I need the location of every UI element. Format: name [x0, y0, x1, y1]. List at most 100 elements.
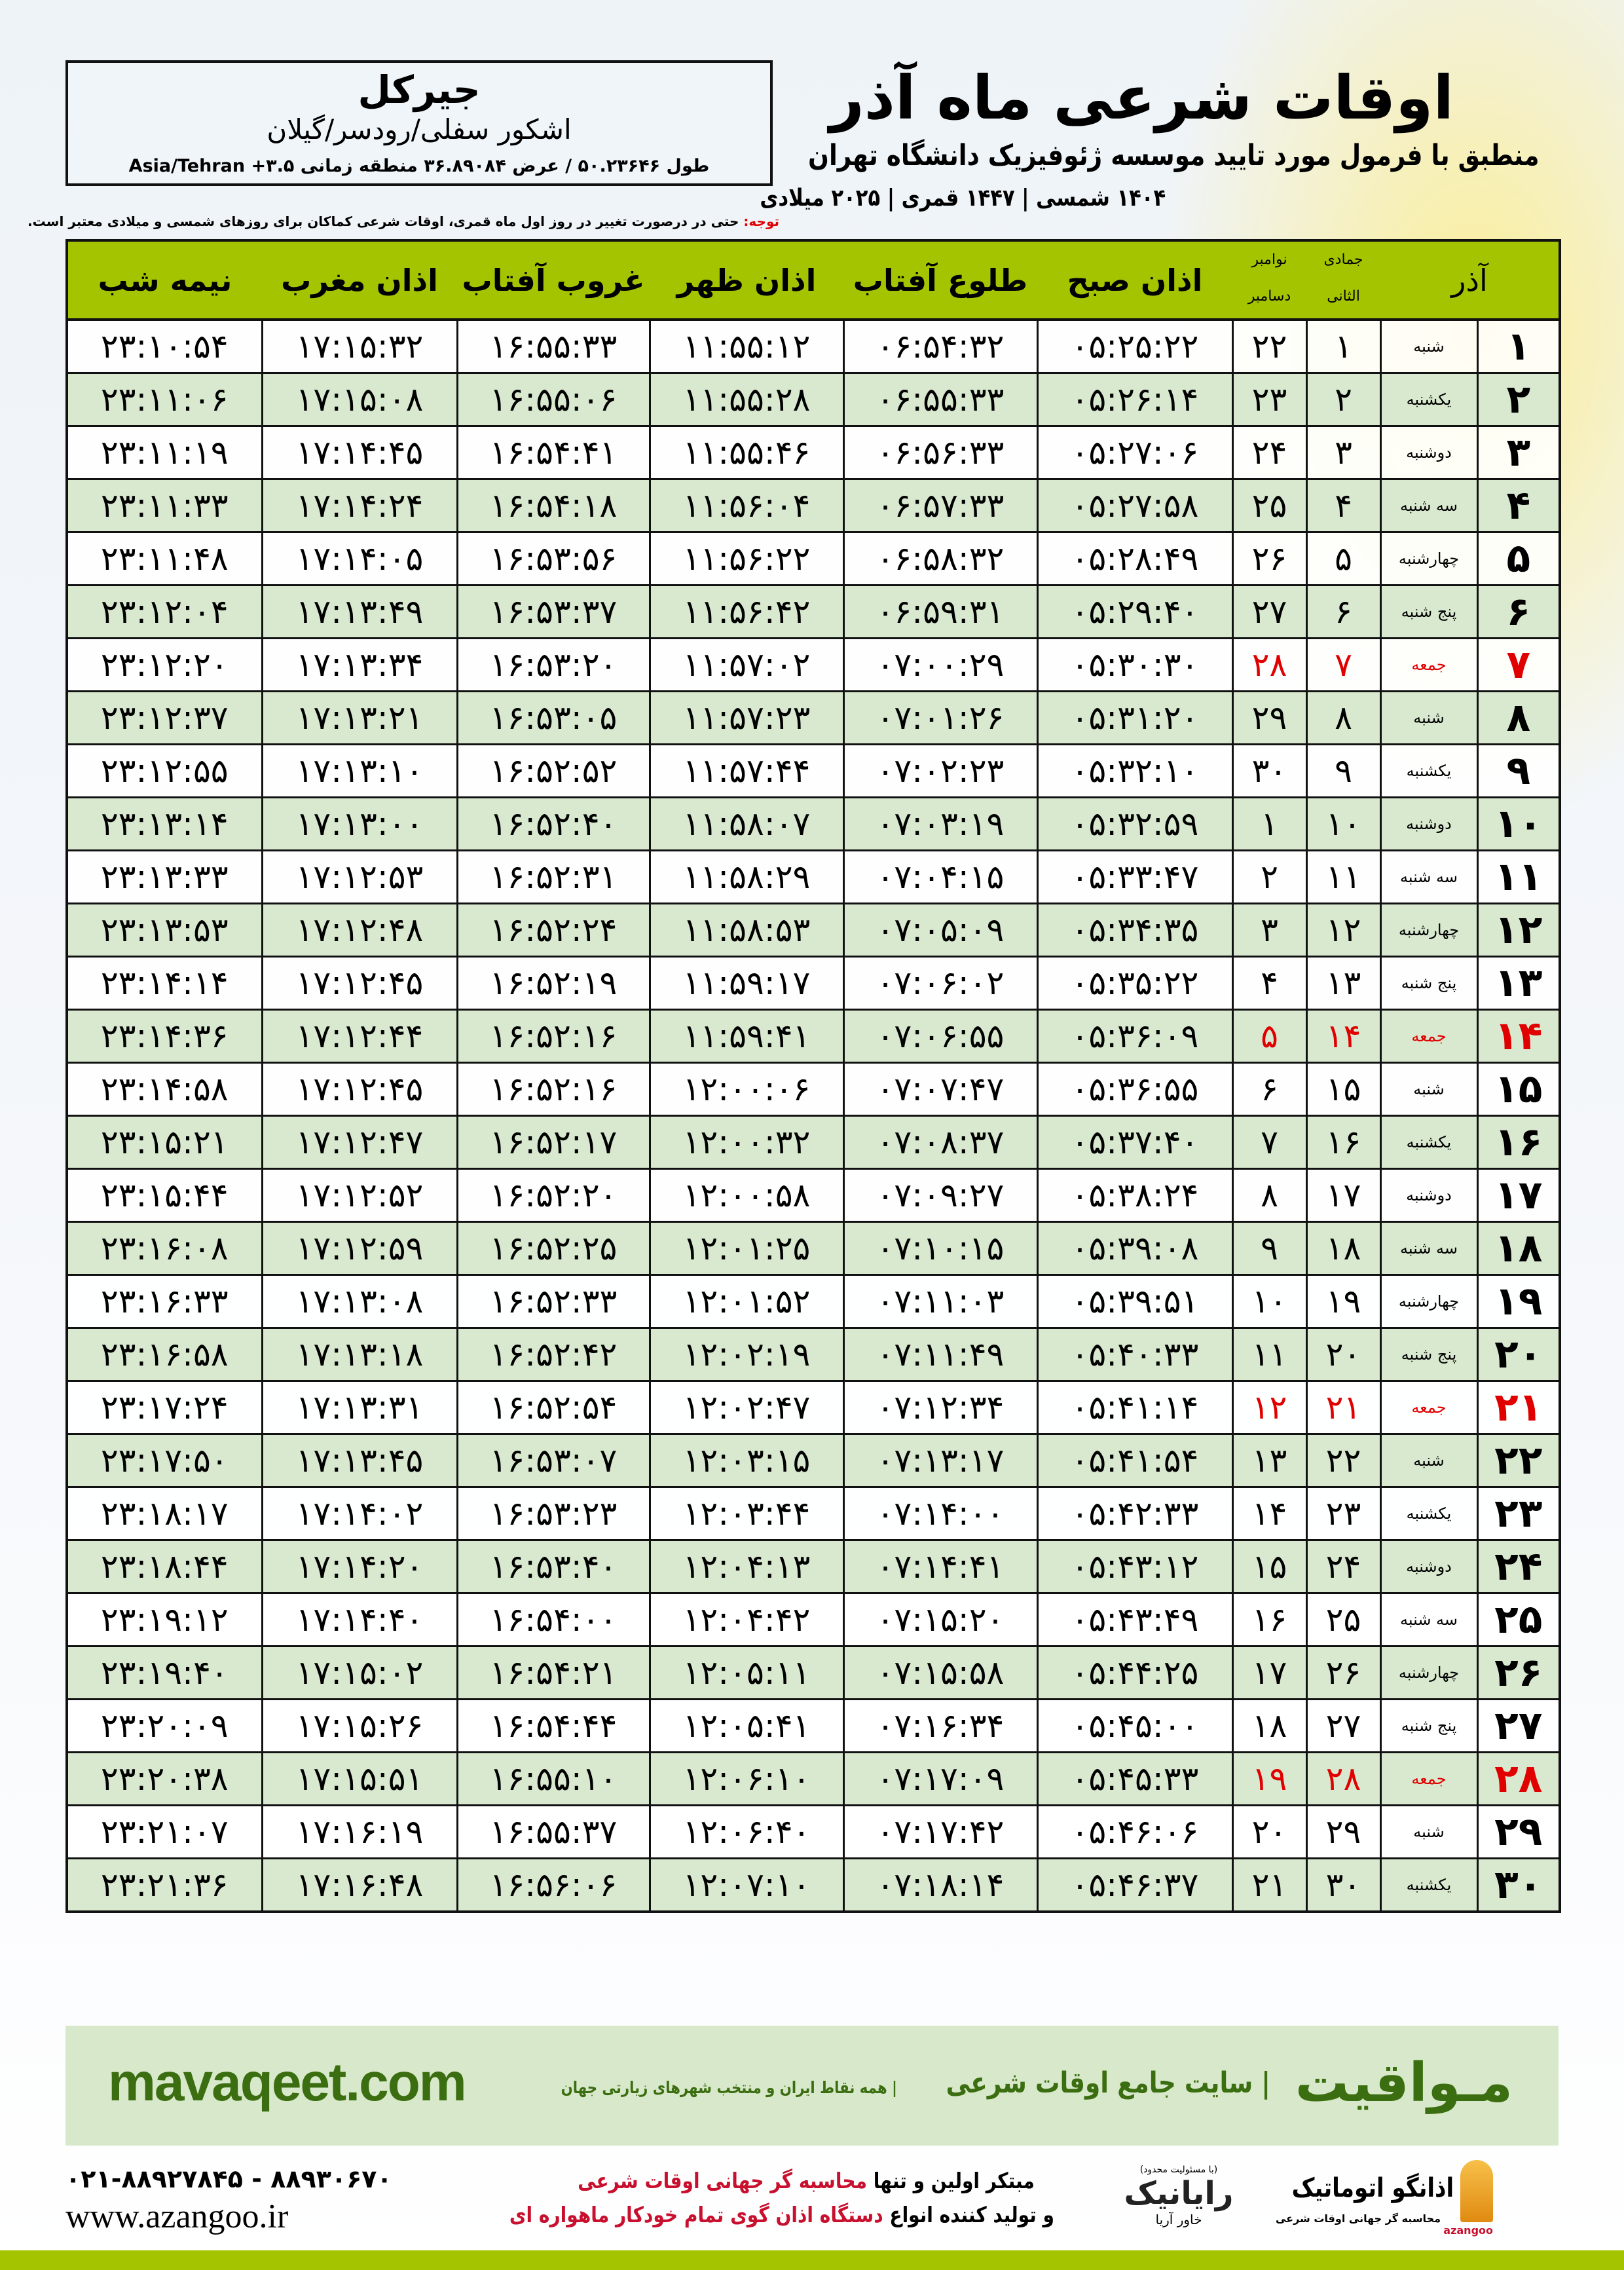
- gregorian-day-cell: ۲۴: [1231, 425, 1308, 480]
- weekday-cell: چهارشنبه: [1379, 1645, 1479, 1700]
- weekday-cell: دوشنبه: [1379, 1539, 1479, 1594]
- jumada-day-cell: ۲۹: [1305, 1804, 1382, 1859]
- sunrise-cell: ۰۶:۵۶:۳۳: [842, 425, 1039, 480]
- rayanik-logo: (با مسئولیت محدود) رایانیک خاور آریا: [1113, 2165, 1244, 2227]
- sunset-cell: ۱۶:۵۵:۱۰: [456, 1751, 651, 1806]
- table-row: ۱۳ پنج شنبه ۱۳ ۴ ۰۵:۳۵:۲۲ ۰۷:۰۶:۰۲ ۱۱:۵۹:۱۷ ۱۶:…: [65, 956, 1562, 1011]
- weekday-cell: سه شنبه: [1379, 478, 1479, 533]
- weekday-cell: شنبه: [1379, 318, 1479, 374]
- midnight-cell: ۲۳:۱۷:۵۰: [65, 1433, 263, 1488]
- sunset-cell: ۱۶:۵۴:۴۴: [456, 1698, 651, 1753]
- dhuhr-cell: ۱۲:۰۵:۱۱: [648, 1645, 845, 1700]
- weekday-cell: شنبه: [1379, 1433, 1479, 1488]
- fajr-cell: ۰۵:۳۰:۳۰: [1036, 637, 1234, 692]
- maghrib-cell: ۱۷:۱۲:۵۹: [261, 1221, 458, 1276]
- azar-day-cell: ۳۰: [1476, 1857, 1562, 1913]
- sunset-cell: ۱۶:۵۲:۲۵: [456, 1221, 651, 1276]
- gregorian-day-cell: ۱۷: [1231, 1645, 1308, 1700]
- azar-day-cell: ۲۲: [1476, 1433, 1562, 1488]
- weekday-cell: یکشنبه: [1379, 743, 1479, 798]
- azar-day-cell: ۱۰: [1476, 796, 1562, 851]
- maghrib-cell: ۱۷:۱۶:۱۹: [261, 1804, 458, 1859]
- midnight-cell: ۲۳:۱۶:۳۳: [65, 1274, 263, 1329]
- midnight-cell: ۲۳:۱۱:۳۳: [65, 478, 263, 533]
- fajr-cell: ۰۵:۴۶:۳۷: [1036, 1857, 1234, 1913]
- azar-day-cell: ۲۷: [1476, 1698, 1562, 1753]
- maghrib-cell: ۱۷:۱۲:۴۷: [261, 1115, 458, 1170]
- sunrise-cell: ۰۷:۱۷:۴۲: [842, 1804, 1039, 1859]
- dhuhr-cell: ۱۱:۵۸:۲۹: [648, 849, 845, 904]
- table-row: ۱۴ جمعه ۱۴ ۵ ۰۵:۳۶:۰۹ ۰۷:۰۶:۵۵ ۱۱:۵۹:۴۱ ۱۶:۵۲:۱…: [65, 1009, 1562, 1064]
- jumada-day-cell: ۳: [1305, 425, 1382, 480]
- table-row: ۱۲ چهارشنبه ۱۲ ۳ ۰۵:۳۴:۳۵ ۰۷:۰۵:۰۹ ۱۱:۵۸:۵۳ ۱۶:…: [65, 902, 1562, 958]
- col-gregorian: نوامبر دسامبر: [1232, 239, 1306, 321]
- midnight-cell: ۲۳:۱۲:۰۴: [65, 584, 263, 639]
- location-name: جیرکل: [358, 67, 481, 112]
- jumada-day-cell: ۱: [1305, 318, 1382, 374]
- sunrise-cell: ۰۷:۰۳:۱۹: [842, 796, 1039, 851]
- fajr-cell: ۰۵:۳۷:۴۰: [1036, 1115, 1234, 1170]
- table-row: ۲۸ جمعه ۲۸ ۱۹ ۰۵:۴۵:۳۳ ۰۷:۱۷:۰۹ ۱۲:۰۶:۱۰ ۱۶:۵۵:…: [65, 1751, 1562, 1806]
- sunrise-cell: ۰۶:۵۸:۳۲: [842, 531, 1039, 586]
- jumada-day-cell: ۳۰: [1305, 1857, 1382, 1913]
- midnight-cell: ۲۳:۱۱:۴۸: [65, 531, 263, 586]
- azar-day-cell: ۸: [1476, 690, 1562, 745]
- gregorian-day-cell: ۲۸: [1231, 637, 1308, 692]
- col-fajr: اذان صبح: [1037, 239, 1232, 321]
- sunrise-cell: ۰۷:۰۶:۰۲: [842, 956, 1039, 1011]
- sunrise-cell: ۰۷:۰۰:۲۹: [842, 637, 1039, 692]
- jumada-day-cell: ۲۸: [1305, 1751, 1382, 1806]
- azar-day-cell: ۷: [1476, 637, 1562, 692]
- azar-day-cell: ۵: [1476, 531, 1562, 586]
- midnight-cell: ۲۳:۱۴:۱۴: [65, 956, 263, 1011]
- sunrise-cell: ۰۷:۱۵:۵۸: [842, 1645, 1039, 1700]
- weekday-cell: سه شنبه: [1379, 849, 1479, 904]
- gregorian-day-cell: ۴: [1231, 956, 1308, 1011]
- weekday-cell: دوشنبه: [1379, 1168, 1479, 1223]
- promo-line-1: مبتکر اولین و تنها محاسبه گر جهانی اوقات…: [578, 2168, 1035, 2193]
- table-row: ۲۷ پنج شنبه ۲۷ ۱۸ ۰۵:۴۵:۰۰ ۰۷:۱۶:۳۴ ۱۲:۰۵:۴۱ ۱۶…: [65, 1698, 1562, 1753]
- fajr-cell: ۰۵:۲۷:۵۸: [1036, 478, 1234, 533]
- maghrib-cell: ۱۷:۱۵:۰۲: [261, 1645, 458, 1700]
- gregorian-day-cell: ۲۱: [1231, 1857, 1308, 1913]
- sunrise-cell: ۰۷:۰۷:۴۷: [842, 1062, 1039, 1117]
- sunset-cell: ۱۶:۵۳:۰۵: [456, 690, 651, 745]
- fajr-cell: ۰۵:۴۲:۳۳: [1036, 1486, 1234, 1541]
- fajr-cell: ۰۵:۴۱:۱۴: [1036, 1380, 1234, 1435]
- sunset-cell: ۱۶:۵۵:۰۶: [456, 372, 651, 427]
- sunset-cell: ۱۶:۵۴:۲۱: [456, 1645, 651, 1700]
- fajr-cell: ۰۵:۳۳:۴۷: [1036, 849, 1234, 904]
- page-subtitle: منطبق با فرمول مورد تایید موسسه ژئوفیزیک…: [807, 139, 1539, 172]
- year-line: ۱۴۰۴ شمسی | ۱۴۴۷ قمری | ۲۰۲۵ میلادی: [760, 185, 1166, 212]
- table-row: ۸ شنبه ۸ ۲۹ ۰۵:۳۱:۲۰ ۰۷:۰۱:۲۶ ۱۱:۵۷:۲۳ ۱۶:۵۳:۰۵…: [65, 690, 1562, 745]
- rayanik-sub: خاور آریا: [1155, 2212, 1202, 2227]
- maghrib-cell: ۱۷:۱۳:۳۱: [261, 1380, 458, 1435]
- mavaqeet-banner: مـواقیت | سایت جامع اوقات شرعی | همه نقا…: [65, 2026, 1559, 2146]
- mavaqeet-url[interactable]: mavaqeet.com: [108, 2053, 467, 2112]
- azangoo-url[interactable]: www.azangoo.ir: [65, 2198, 289, 2235]
- minaret-icon: [1460, 2160, 1493, 2222]
- midnight-cell: ۲۳:۱۷:۲۴: [65, 1380, 263, 1435]
- fajr-cell: ۰۵:۳۲:۱۰: [1036, 743, 1234, 798]
- sunrise-cell: ۰۷:۱۳:۱۷: [842, 1433, 1039, 1488]
- sunrise-cell: ۰۶:۵۹:۳۱: [842, 584, 1039, 639]
- weekday-cell: یکشنبه: [1379, 1486, 1479, 1541]
- dhuhr-cell: ۱۱:۵۶:۲۲: [648, 531, 845, 586]
- mavaqeet-logo: مـواقیت: [1295, 2052, 1513, 2114]
- fajr-cell: ۰۵:۳۶:۵۵: [1036, 1062, 1234, 1117]
- fajr-cell: ۰۵:۳۲:۵۹: [1036, 796, 1234, 851]
- table-row: ۵ چهارشنبه ۵ ۲۶ ۰۵:۲۸:۴۹ ۰۶:۵۸:۳۲ ۱۱:۵۶:۲۲ ۱۶:۵…: [65, 531, 1562, 586]
- sunrise-cell: ۰۷:۰۴:۱۵: [842, 849, 1039, 904]
- azar-day-cell: ۱۴: [1476, 1009, 1562, 1064]
- fajr-cell: ۰۵:۳۶:۰۹: [1036, 1009, 1234, 1064]
- table-row: ۲ یکشنبه ۲ ۲۳ ۰۵:۲۶:۱۴ ۰۶:۵۵:۳۳ ۱۱:۵۵:۲۸ ۱۶:۵۵:…: [65, 372, 1562, 427]
- gregorian-day-cell: ۲۵: [1231, 478, 1308, 533]
- weekday-cell: یکشنبه: [1379, 1115, 1479, 1170]
- sunrise-cell: ۰۷:۱۱:۴۹: [842, 1327, 1039, 1382]
- col-maghrib: اذان مغرب: [262, 239, 457, 321]
- fajr-cell: ۰۵:۲۶:۱۴: [1036, 372, 1234, 427]
- sunrise-cell: ۰۷:۰۲:۲۳: [842, 743, 1039, 798]
- sunset-cell: ۱۶:۵۴:۱۸: [456, 478, 651, 533]
- midnight-cell: ۲۳:۱۴:۳۶: [65, 1009, 263, 1064]
- sunrise-cell: ۰۷:۱۱:۰۳: [842, 1274, 1039, 1329]
